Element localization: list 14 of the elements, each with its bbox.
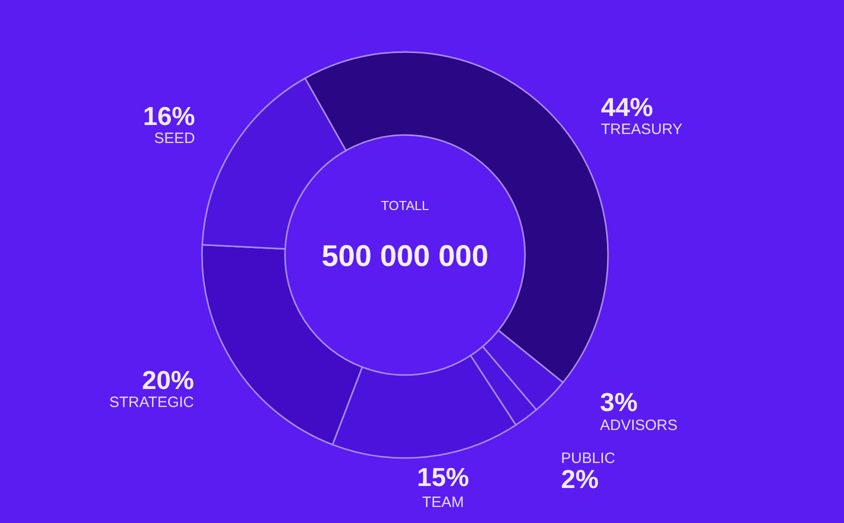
data-label: 15%: [416, 462, 470, 492]
slice-label: STRATEGIC: [109, 394, 194, 411]
data-label: 44%: [601, 92, 654, 122]
data-label: 16%: [142, 101, 195, 131]
slice-label: ADVISORS: [600, 417, 678, 434]
data-label: 20%: [142, 365, 194, 395]
text: TOTALL: [381, 198, 429, 213]
data-label: 3%: [600, 387, 638, 417]
slice-label: TREASURY: [601, 121, 682, 138]
data-label: 2%: [561, 464, 599, 494]
slice-label: PUBLIC: [561, 450, 616, 467]
slice-label: TEAM: [422, 494, 464, 511]
slice-label: SEED: [154, 130, 196, 147]
text: 500 000 000: [322, 240, 488, 273]
